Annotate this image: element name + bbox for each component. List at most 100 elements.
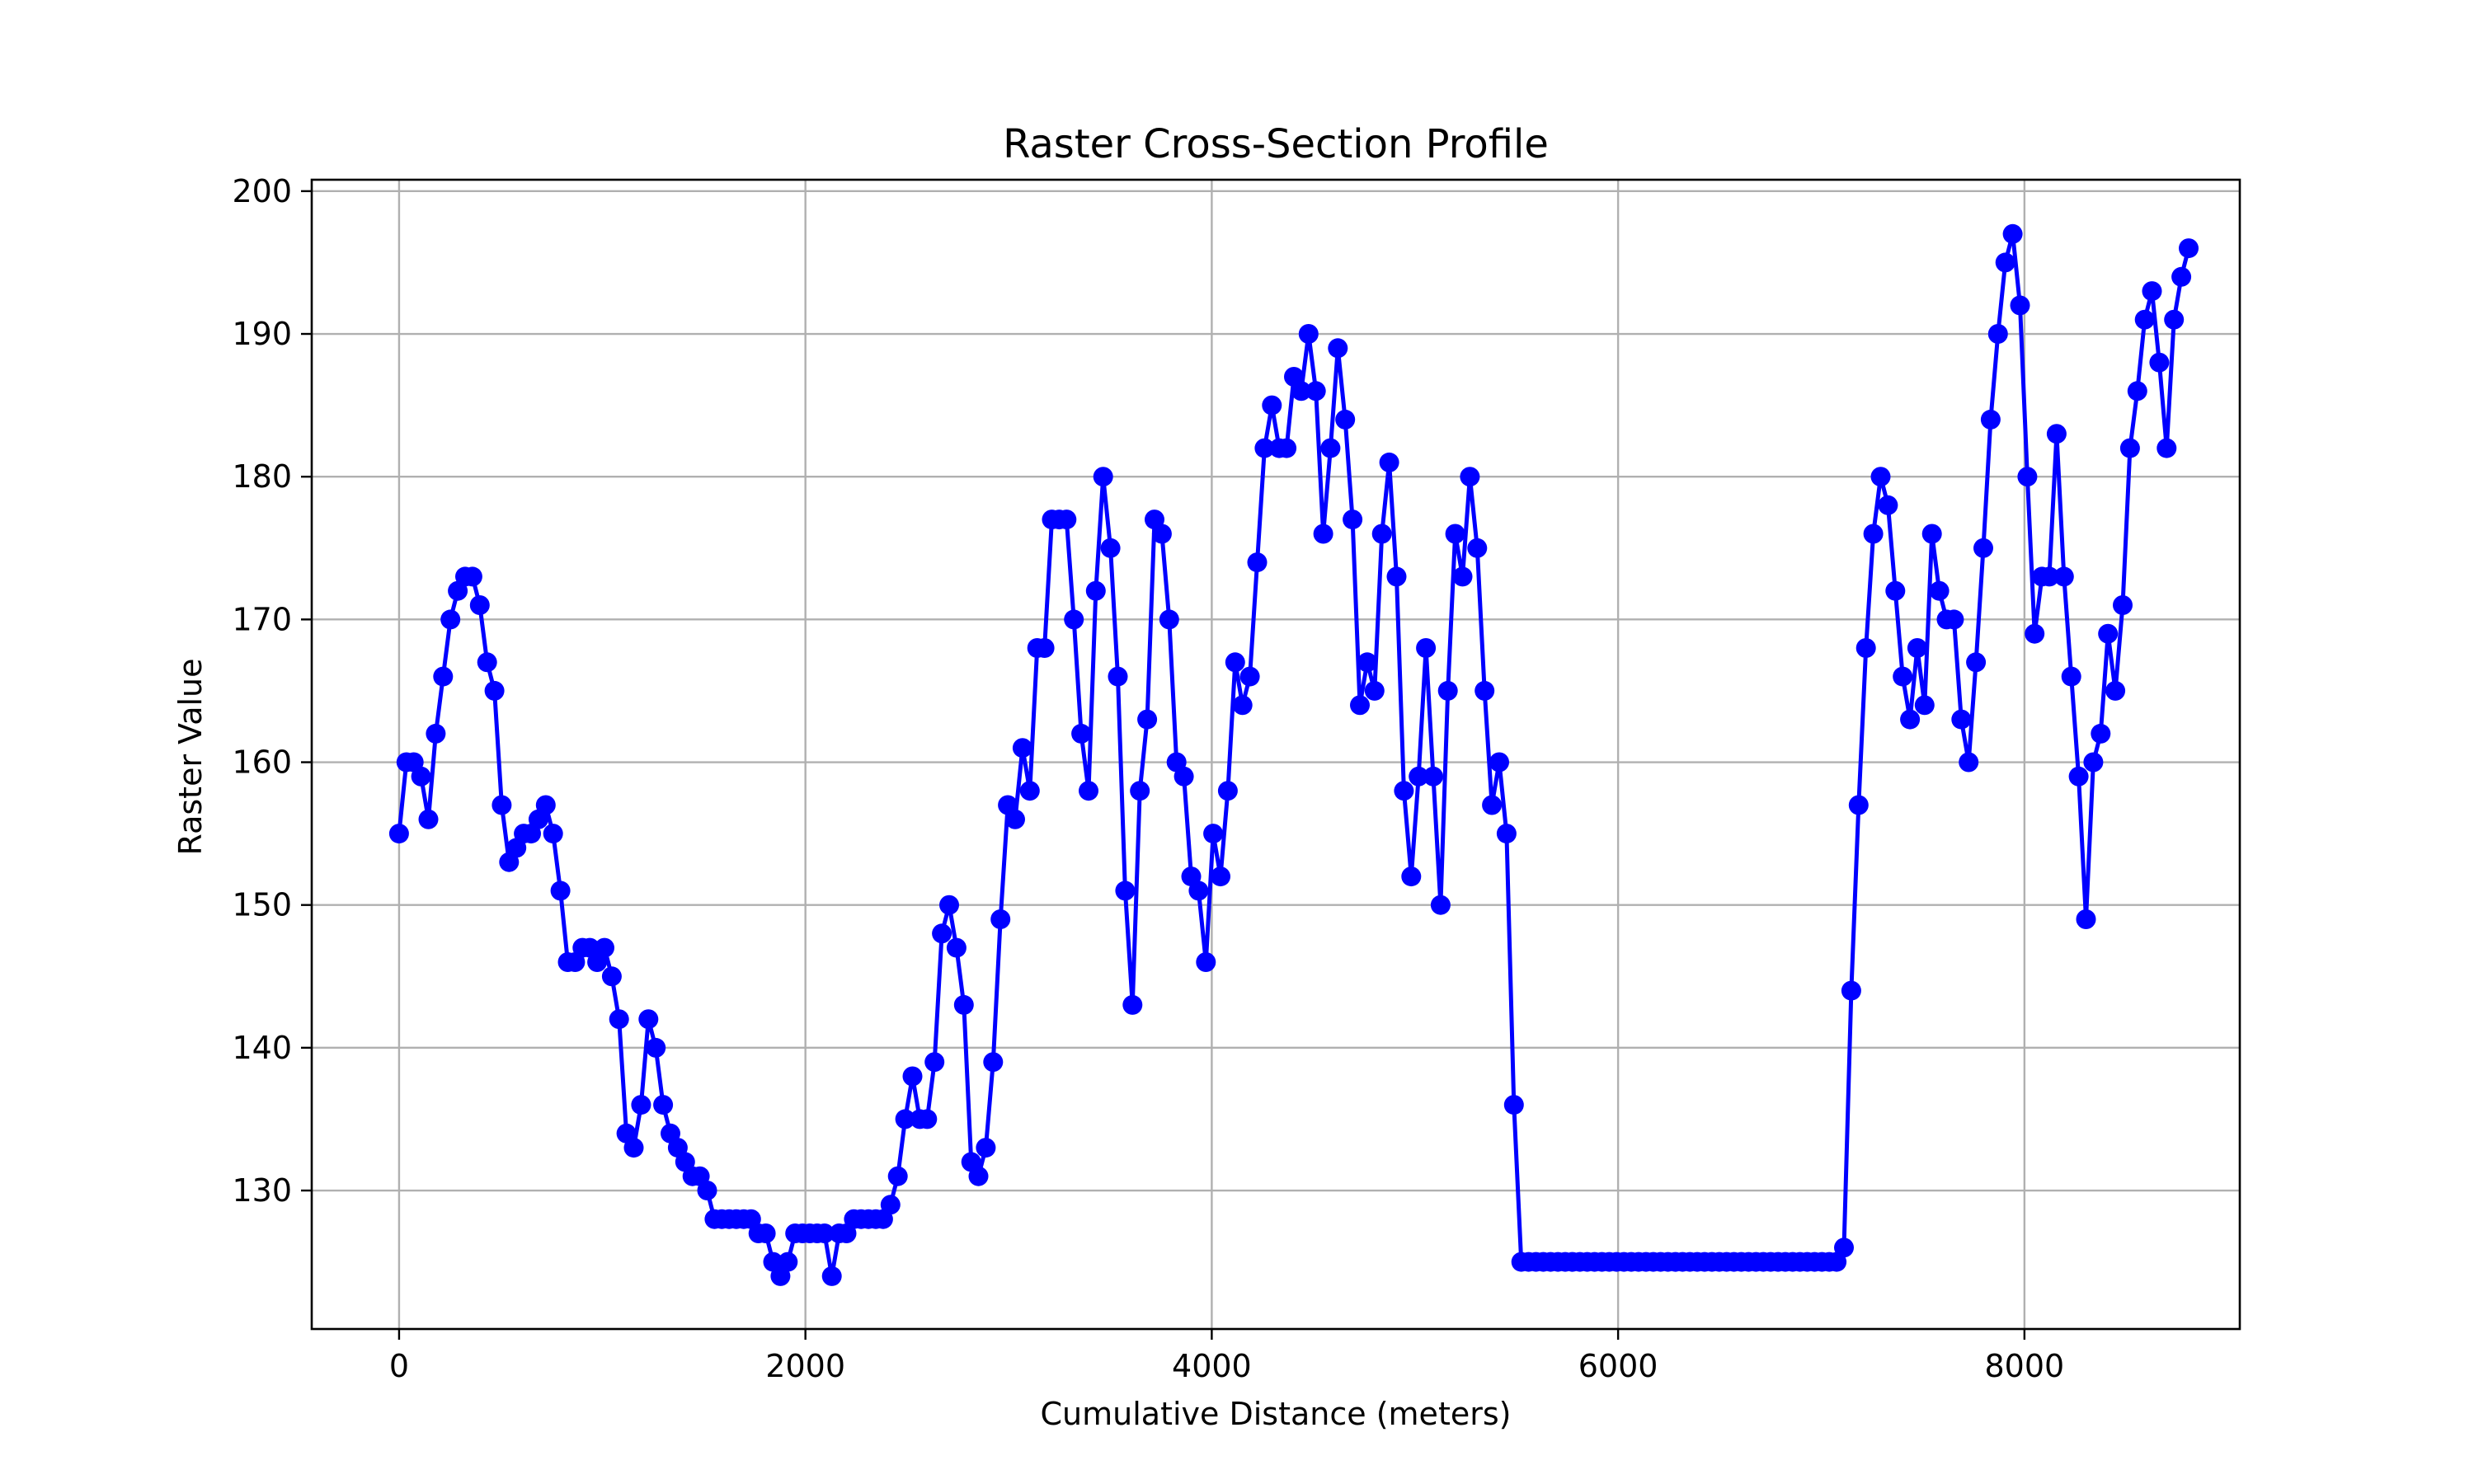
data-point — [2053, 566, 2074, 587]
data-point — [2105, 680, 2126, 701]
data-point — [902, 1066, 923, 1087]
data-point — [1364, 680, 1385, 701]
data-point — [1878, 495, 1898, 515]
data-point — [1159, 609, 1179, 630]
data-point — [1005, 809, 1025, 829]
data-point — [1085, 580, 1106, 601]
data-point — [469, 595, 490, 615]
x-tick-label: 8000 — [1984, 1348, 2064, 1384]
data-point — [968, 1166, 989, 1186]
data-point — [814, 1223, 835, 1243]
data-point — [2113, 595, 2133, 615]
data-point — [2025, 623, 2045, 644]
data-point — [1445, 524, 1465, 544]
data-point — [535, 795, 556, 815]
data-point — [1291, 381, 1311, 402]
data-point — [1277, 438, 1297, 458]
x-tick-label: 0 — [389, 1348, 409, 1384]
y-tick-label: 150 — [232, 887, 292, 923]
data-point — [1019, 781, 1040, 801]
data-point — [1394, 781, 1414, 801]
data-point — [426, 723, 446, 744]
data-point — [1115, 881, 1136, 901]
data-point — [2098, 623, 2119, 644]
data-point — [1401, 866, 1422, 887]
data-point — [1108, 666, 1128, 687]
data-point — [1122, 994, 1143, 1015]
data-point — [646, 1037, 666, 1058]
data-point — [2046, 424, 2067, 444]
data-point — [543, 824, 563, 844]
data-point — [1841, 980, 1861, 1001]
data-point — [2127, 381, 2147, 402]
data-point — [595, 937, 614, 958]
data-point — [1225, 652, 1245, 673]
data-point — [1151, 524, 1172, 544]
data-point — [2002, 223, 2023, 244]
data-point — [1196, 952, 1216, 972]
data-point — [2171, 266, 2192, 287]
plot-area-frame — [310, 178, 2241, 1331]
data-point — [1012, 738, 1032, 758]
y-tick-label: 160 — [232, 744, 292, 781]
data-point — [1174, 766, 1194, 787]
data-point — [1211, 866, 1230, 887]
data-point — [1305, 381, 1326, 402]
data-point — [1262, 395, 1282, 416]
data-point — [924, 1052, 945, 1073]
data-point — [917, 1109, 938, 1129]
data-point — [1900, 709, 1921, 730]
data-point — [1137, 709, 1158, 730]
data-point — [1423, 766, 1443, 787]
data-point — [484, 680, 505, 701]
data-point — [1357, 652, 1377, 673]
data-point — [1188, 881, 1209, 901]
data-point — [1350, 695, 1370, 716]
data-point — [462, 566, 482, 587]
data-point — [1995, 252, 2015, 273]
data-point — [1944, 609, 1964, 630]
data-point — [1320, 438, 1341, 458]
data-point — [2076, 909, 2096, 929]
data-point — [2068, 766, 2089, 787]
data-point — [1489, 752, 1509, 773]
data-point — [1856, 638, 1876, 658]
data-point — [1130, 781, 1150, 801]
data-point — [1034, 638, 1055, 658]
data-point — [411, 766, 431, 787]
data-point — [492, 795, 512, 815]
data-point — [1951, 709, 1972, 730]
data-point — [1475, 680, 1495, 701]
data-point — [1966, 652, 1987, 673]
data-point — [388, 824, 409, 844]
data-point — [1437, 680, 1458, 701]
data-point — [1834, 1237, 1854, 1258]
y-tick-label: 200 — [232, 173, 292, 209]
data-point — [2164, 309, 2185, 330]
data-point — [1921, 524, 1942, 544]
data-point — [2039, 566, 2059, 587]
data-point — [1496, 824, 1517, 844]
data-point — [550, 881, 571, 901]
data-point — [1959, 752, 1979, 773]
data-point — [1313, 524, 1333, 544]
data-point — [2179, 238, 2199, 259]
data-point — [2017, 467, 2038, 487]
data-point — [946, 937, 967, 958]
data-point — [1093, 467, 1113, 487]
data-point — [1371, 524, 1392, 544]
data-point — [2142, 281, 2162, 302]
data-point — [880, 1195, 901, 1215]
data-point — [1239, 666, 1260, 687]
data-point — [1409, 766, 1429, 787]
data-point — [1254, 438, 1275, 458]
data-point — [440, 609, 461, 630]
data-point — [1973, 538, 1993, 558]
data-point — [1885, 580, 1906, 601]
data-point — [976, 1138, 996, 1158]
data-point — [887, 1166, 908, 1186]
data-point — [1064, 609, 1084, 630]
data-point — [2119, 438, 2140, 458]
data-point — [631, 1095, 651, 1115]
